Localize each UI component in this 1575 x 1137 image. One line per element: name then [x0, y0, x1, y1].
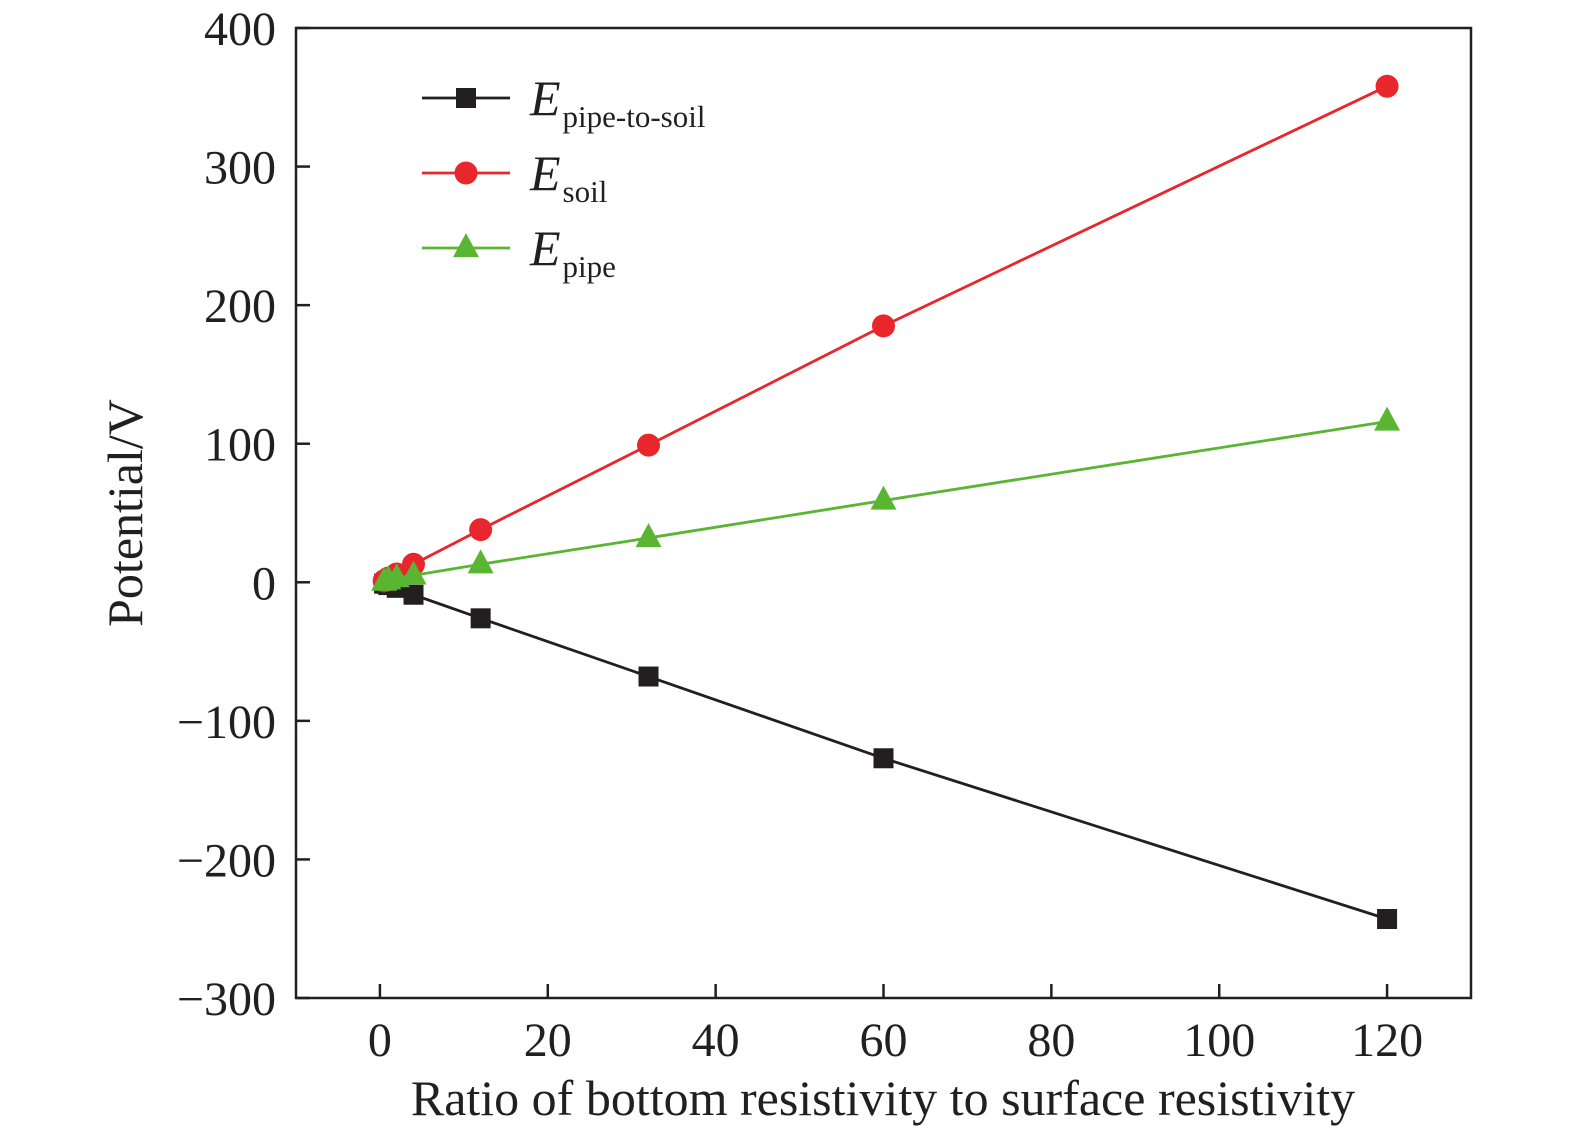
data-point — [637, 433, 660, 457]
series-pipe-to-soil — [374, 573, 1398, 930]
data-point — [638, 666, 659, 687]
y-tick-label: −200 — [177, 834, 276, 887]
x-tick-label: 60 — [860, 1014, 908, 1067]
legend-label-subscript: pipe — [563, 249, 616, 284]
y-axis: −300 −200 −100 0 100 200 300 400 — [177, 3, 310, 1026]
data-point — [873, 748, 894, 769]
x-tick-label: 80 — [1027, 1014, 1075, 1067]
y-tick-label: −300 — [177, 973, 276, 1026]
legend-label: Epipe — [529, 220, 616, 284]
x-axis-title: Ratio of bottom resistivity to surface r… — [411, 1070, 1355, 1126]
data-point — [467, 549, 494, 574]
data-point — [635, 523, 662, 548]
y-tick-label: 200 — [204, 280, 276, 333]
x-tick-label: 100 — [1183, 1014, 1255, 1067]
series-soil — [372, 74, 1399, 593]
legend-label: Esoil — [529, 145, 607, 209]
data-point — [400, 560, 427, 585]
legend-swatch-marker — [456, 88, 476, 108]
data-point — [1375, 74, 1399, 98]
x-axis: 0 20 40 60 80 100 120 — [368, 984, 1423, 1067]
legend-item: Epipe-to-soil — [422, 70, 705, 134]
legend-label-main: E — [529, 220, 561, 276]
data-point — [1374, 406, 1401, 431]
series-pipe — [371, 406, 1401, 591]
data-point — [470, 608, 491, 629]
legend-label: Epipe-to-soil — [529, 70, 705, 134]
legend-label-subscript: soil — [563, 174, 608, 209]
legend-label-main: E — [529, 145, 561, 201]
legend-item: Epipe — [422, 220, 616, 284]
legend-swatch-marker — [454, 161, 478, 185]
x-tick-label: 120 — [1351, 1014, 1423, 1067]
data-point — [872, 314, 895, 338]
legend-swatch-marker — [453, 233, 479, 258]
series-layer — [371, 74, 1401, 930]
y-axis-title: Potential/V — [97, 399, 153, 627]
y-tick-label: −100 — [177, 696, 276, 749]
y-tick-label: 100 — [204, 419, 276, 472]
x-tick-label: 40 — [692, 1014, 740, 1067]
data-point — [870, 485, 897, 510]
y-tick-label: 0 — [252, 557, 276, 610]
data-point — [1377, 909, 1398, 930]
legend-label-subscript: pipe-to-soil — [563, 99, 706, 134]
x-tick-label: 20 — [524, 1014, 572, 1067]
legend-label-main: E — [529, 70, 561, 126]
y-tick-label: 400 — [204, 3, 276, 56]
data-point — [469, 518, 493, 542]
data-point — [403, 584, 424, 605]
x-tick-label: 0 — [368, 1014, 392, 1067]
y-tick-label: 300 — [204, 142, 276, 195]
legend-item: Esoil — [422, 145, 607, 209]
